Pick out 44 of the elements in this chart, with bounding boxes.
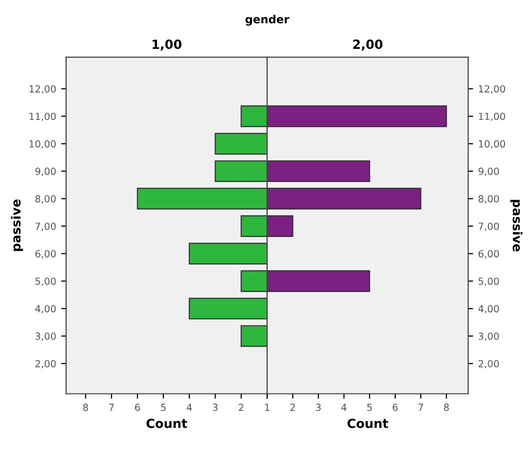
chart-title: 2,00	[353, 40, 382, 51]
x-tick-label: 5	[161, 404, 166, 411]
x-tick-label: 8	[83, 404, 88, 411]
chart-title: 1,00	[152, 40, 182, 51]
x-tick-label: 7	[109, 404, 114, 411]
x-tick-label: 2	[290, 404, 295, 411]
x-tick-label: 6	[135, 404, 140, 411]
y-tick-label: 11,00	[30, 112, 56, 122]
x-tick-label: 4	[186, 404, 192, 411]
y-tick-label: 3,00	[478, 332, 499, 341]
y-tick-label: 10,00	[30, 140, 56, 149]
x-tick-label: 8	[444, 404, 449, 411]
x-tick-label: 2	[238, 404, 244, 411]
y-axis-title: passive	[10, 199, 24, 251]
x-tick-label: 4	[341, 404, 347, 411]
x-tick-label: 3	[316, 404, 321, 411]
y-tick-label: 5,00	[36, 278, 56, 286]
y-tick-label: 7,00	[36, 222, 56, 231]
y-tick-label: 4,00	[478, 305, 499, 314]
y-tick-label: 5,00	[478, 278, 499, 286]
y-tick-label: 2,00	[35, 360, 56, 368]
y-tick-label: 6,00	[35, 250, 56, 258]
y-tick-label: 6,00	[478, 250, 499, 258]
y-tick-label: 12,00	[30, 85, 56, 94]
x-tick-label: 7	[418, 404, 424, 411]
x-tick-label: 3	[212, 404, 218, 411]
y-tick-label: 2,00	[478, 360, 499, 368]
x-axis-title: Count	[146, 418, 188, 428]
y-tick-label: 8,00	[35, 195, 56, 204]
x-tick-label: 5	[367, 404, 372, 411]
x-tick-label: 6	[392, 404, 398, 411]
y-tick-label: 7,00	[478, 222, 499, 231]
x-tick-label: 1	[265, 404, 270, 411]
y-tick-label: 11,00	[478, 112, 506, 122]
y-tick-label: 3,00	[35, 332, 56, 341]
y-tick-label: 8,00	[478, 195, 499, 204]
text: gender	[245, 14, 290, 26]
y-axis-title: passive	[510, 200, 522, 252]
y-tick-label: 4,00	[35, 305, 56, 314]
y-tick-label: 9,00	[35, 168, 56, 176]
y-tick-label: 12,00	[478, 85, 506, 94]
y-tick-label: 9,00	[478, 168, 499, 176]
y-tick-label: 10,00	[478, 140, 506, 149]
x-axis-title: Count	[348, 418, 388, 428]
